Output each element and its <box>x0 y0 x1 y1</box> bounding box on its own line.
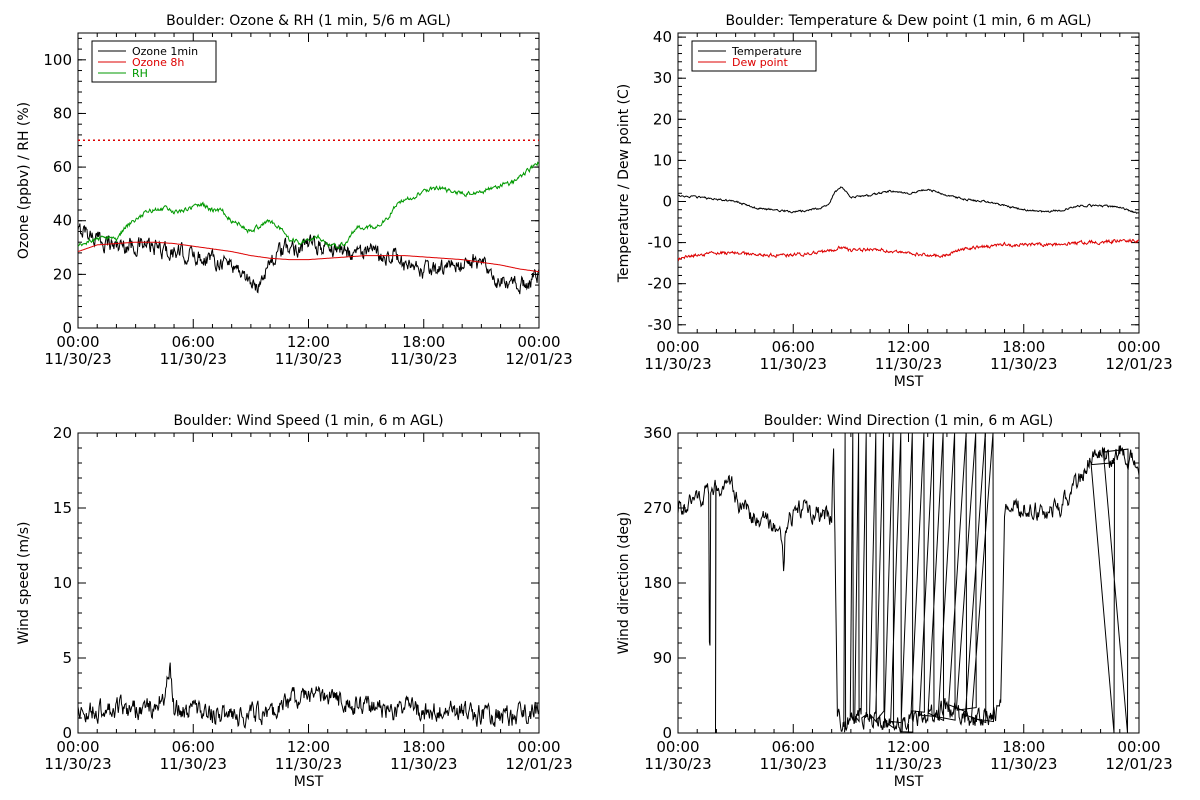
y-tick-label: 80 <box>53 104 72 122</box>
y-tick-label: 0 <box>662 192 672 210</box>
y-tick-label: 90 <box>653 649 672 667</box>
y-tick-label: 0 <box>62 724 72 742</box>
x-tick-label: 00:00 <box>56 333 99 351</box>
x-tick-label: 12:00 <box>887 338 930 356</box>
plot-frame <box>677 432 1140 734</box>
x-tick-date-label: 11/30/23 <box>990 355 1057 373</box>
x-tick-date-label: 11/30/23 <box>990 755 1057 773</box>
y-tick-label: 100 <box>43 51 72 69</box>
ozone-rh-chart: Boulder: Ozone & RH (1 min, 5/6 m AGL) 0 2… <box>16 13 573 368</box>
x-tick-label: 00:00 <box>656 738 699 756</box>
x-axis-label: MST <box>894 774 924 790</box>
chart-title: Boulder: Wind Speed (1 min, 6 m AGL) <box>173 413 443 429</box>
x-axis-label: MST <box>894 374 924 390</box>
x-tick-label: 00:00 <box>656 338 699 356</box>
x-tick-date-label: 12/01/23 <box>505 755 572 773</box>
x-tick-date-label: 11/30/23 <box>644 755 711 773</box>
x-tick-date-label: 11/30/23 <box>160 755 227 773</box>
x-tick-date-label: 11/30/23 <box>390 755 457 773</box>
x-tick-date-label: 11/30/23 <box>160 350 227 368</box>
series-line-temperature <box>678 186 1139 214</box>
x-tick-date-label: 11/30/23 <box>875 355 942 373</box>
x-tick-label: 18:00 <box>402 333 445 351</box>
chart-title: Boulder: Temperature & Dew point (1 min,… <box>725 13 1091 29</box>
series-line-rh <box>78 161 539 249</box>
y-tick-label: -30 <box>648 316 673 334</box>
temp-dew-chart: Boulder: Temperature & Dew point (1 min,… <box>616 13 1173 390</box>
x-tick-label: 12:00 <box>287 333 330 351</box>
y-tick-label: 0 <box>662 724 672 742</box>
legend-label: RH <box>132 67 148 80</box>
wind-dir-chart: Boulder: Wind Direction (1 min, 6 m AGL)… <box>616 413 1173 790</box>
legend-box <box>691 40 817 72</box>
x-tick-label: 00:00 <box>517 738 560 756</box>
y-axis-label: Wind speed (m/s) <box>16 522 32 645</box>
x-tick-date-label: 11/30/23 <box>760 755 827 773</box>
x-tick-date-label: 12/01/23 <box>1105 755 1172 773</box>
y-tick-label: 20 <box>53 265 72 283</box>
legend-label: Dew point <box>732 56 788 69</box>
wind-speed-chart: Boulder: Wind Speed (1 min, 6 m AGL) 0 5 10… <box>16 413 573 790</box>
y-tick-label: 5 <box>62 649 72 667</box>
x-tick-label: 12:00 <box>287 738 330 756</box>
x-tick-date-label: 11/30/23 <box>275 350 342 368</box>
y-tick-label: 30 <box>653 69 672 87</box>
x-tick-date-label: 11/30/23 <box>44 350 111 368</box>
x-tick-label: 06:00 <box>172 738 215 756</box>
x-tick-label: 18:00 <box>1002 338 1045 356</box>
y-tick-label: -20 <box>648 275 673 293</box>
x-tick-date-label: 11/30/23 <box>275 755 342 773</box>
x-tick-label: 06:00 <box>172 333 215 351</box>
x-tick-label: 06:00 <box>772 738 815 756</box>
y-tick-label: 10 <box>53 574 72 592</box>
plot-frame <box>677 32 1140 334</box>
y-tick-label: 40 <box>53 212 72 230</box>
y-tick-label: 15 <box>53 499 72 517</box>
x-tick-label: 12:00 <box>887 738 930 756</box>
y-tick-label: -10 <box>648 234 673 252</box>
x-tick-label: 00:00 <box>1117 738 1160 756</box>
chart-title: Boulder: Ozone & RH (1 min, 5/6 m AGL) <box>166 13 451 29</box>
x-tick-date-label: 11/30/23 <box>875 755 942 773</box>
x-tick-label: 18:00 <box>402 738 445 756</box>
y-tick-label: 270 <box>643 499 672 517</box>
y-axis-label: Temperature / Dew point (C) <box>616 84 632 283</box>
legend-label: Temperature <box>731 45 802 58</box>
x-tick-date-label: 11/30/23 <box>760 355 827 373</box>
series-line-ozone-1min <box>78 223 539 295</box>
y-tick-label: 10 <box>653 151 672 169</box>
x-axis-label: MST <box>294 774 324 790</box>
y-tick-label: 60 <box>53 158 72 176</box>
y-tick-label: 0 <box>62 319 72 337</box>
series-line-data <box>678 433 1139 733</box>
series-line-ozone-8h <box>78 241 539 273</box>
y-tick-label: 20 <box>53 424 72 442</box>
y-tick-label: 20 <box>653 110 672 128</box>
x-tick-label: 00:00 <box>1117 338 1160 356</box>
y-tick-label: 360 <box>643 424 672 442</box>
x-tick-label: 06:00 <box>772 338 815 356</box>
x-tick-date-label: 12/01/23 <box>505 350 572 368</box>
y-tick-label: 40 <box>653 28 672 46</box>
series-line-dew-point <box>678 238 1139 262</box>
x-tick-date-label: 11/30/23 <box>644 355 711 373</box>
x-tick-label: 18:00 <box>1002 738 1045 756</box>
y-axis-label: Wind direction (deg) <box>616 512 632 655</box>
chart-title: Boulder: Wind Direction (1 min, 6 m AGL) <box>764 413 1053 429</box>
x-tick-date-label: 11/30/23 <box>390 350 457 368</box>
x-tick-label: 00:00 <box>517 333 560 351</box>
series-line-data <box>78 662 539 729</box>
x-tick-label: 00:00 <box>56 738 99 756</box>
x-tick-date-label: 11/30/23 <box>44 755 111 773</box>
x-tick-date-label: 12/01/23 <box>1105 355 1172 373</box>
y-tick-label: 180 <box>643 574 672 592</box>
legend-label: Ozone 8h <box>132 56 184 69</box>
plot-frame <box>77 432 540 734</box>
legend-label: Ozone 1min <box>132 45 198 58</box>
y-axis-label: Ozone (ppbv) / RH (%) <box>16 102 32 259</box>
